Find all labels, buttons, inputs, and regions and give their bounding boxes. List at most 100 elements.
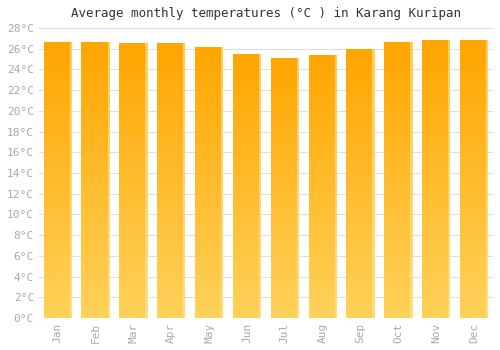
Bar — [384, 270, 412, 272]
Bar — [308, 106, 337, 107]
Bar — [119, 239, 148, 241]
Bar — [233, 98, 261, 100]
Bar — [422, 262, 450, 264]
Bar — [270, 197, 299, 198]
Bar — [346, 140, 375, 142]
Bar — [82, 307, 110, 309]
Bar — [346, 142, 375, 144]
Bar — [44, 97, 72, 99]
Bar — [82, 108, 110, 110]
Bar — [308, 236, 337, 237]
Bar — [422, 224, 450, 225]
Bar — [44, 240, 72, 243]
Bar — [233, 156, 261, 158]
Bar — [346, 189, 375, 190]
Bar — [44, 47, 72, 49]
Bar — [384, 228, 412, 230]
Bar — [422, 174, 450, 175]
Bar — [195, 155, 224, 157]
Bar — [270, 80, 299, 82]
Bar — [82, 257, 110, 259]
Bar — [422, 203, 450, 205]
Bar — [119, 98, 148, 99]
Bar — [346, 198, 375, 199]
Bar — [422, 305, 450, 307]
Bar — [384, 207, 412, 209]
Bar — [157, 177, 186, 178]
Bar — [422, 139, 450, 140]
Bar — [195, 208, 224, 209]
Bar — [233, 216, 261, 218]
Bar — [384, 279, 412, 281]
Bar — [346, 233, 375, 236]
Bar — [195, 135, 224, 137]
Bar — [233, 80, 261, 82]
Bar — [460, 144, 488, 146]
Bar — [422, 212, 450, 214]
Bar — [460, 133, 488, 135]
Bar — [422, 177, 450, 179]
Bar — [308, 85, 337, 86]
Bar — [308, 71, 337, 72]
Bar — [384, 49, 412, 51]
Bar — [308, 286, 337, 288]
Bar — [460, 72, 488, 74]
Bar — [308, 206, 337, 208]
Bar — [82, 259, 110, 261]
Bar — [384, 158, 412, 160]
Bar — [82, 62, 110, 64]
Bar — [346, 171, 375, 173]
Bar — [346, 96, 375, 97]
Bar — [422, 272, 450, 274]
Bar — [157, 153, 186, 155]
Bar — [460, 122, 488, 124]
Bar — [44, 113, 72, 115]
Bar — [460, 242, 488, 244]
Bar — [233, 170, 261, 172]
Bar — [308, 220, 337, 222]
Bar — [346, 135, 375, 137]
Bar — [460, 124, 488, 126]
Bar — [460, 170, 488, 172]
Bar — [157, 76, 186, 77]
Bar — [270, 129, 299, 131]
Bar — [195, 253, 224, 255]
Bar — [195, 54, 224, 56]
Bar — [195, 63, 224, 65]
Bar — [270, 102, 299, 103]
Bar — [119, 171, 148, 173]
Bar — [233, 290, 261, 292]
Bar — [157, 171, 186, 173]
Bar — [460, 42, 488, 44]
Bar — [422, 301, 450, 303]
Bar — [195, 50, 224, 52]
Bar — [233, 281, 261, 283]
Bar — [119, 52, 148, 54]
Bar — [195, 258, 224, 260]
Bar — [308, 109, 337, 111]
Bar — [157, 210, 186, 211]
Bar — [460, 148, 488, 149]
Bar — [384, 95, 412, 97]
Bar — [82, 122, 110, 125]
Bar — [346, 219, 375, 221]
Bar — [384, 313, 412, 314]
Bar — [233, 292, 261, 293]
Bar — [157, 116, 186, 118]
Bar — [384, 99, 412, 100]
Bar — [308, 69, 337, 71]
Bar — [44, 65, 72, 67]
Bar — [346, 156, 375, 158]
Bar — [82, 165, 110, 167]
Bar — [233, 126, 261, 128]
Bar — [195, 260, 224, 262]
Bar — [44, 112, 72, 113]
Bar — [346, 190, 375, 192]
Bar — [44, 261, 72, 262]
Bar — [308, 114, 337, 116]
Bar — [460, 188, 488, 190]
Bar — [195, 211, 224, 213]
Bar — [233, 77, 261, 79]
Bar — [422, 87, 450, 89]
Bar — [119, 101, 148, 103]
